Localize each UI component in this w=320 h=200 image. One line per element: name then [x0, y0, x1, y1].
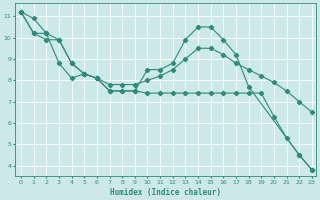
X-axis label: Humidex (Indice chaleur): Humidex (Indice chaleur)	[110, 188, 221, 197]
